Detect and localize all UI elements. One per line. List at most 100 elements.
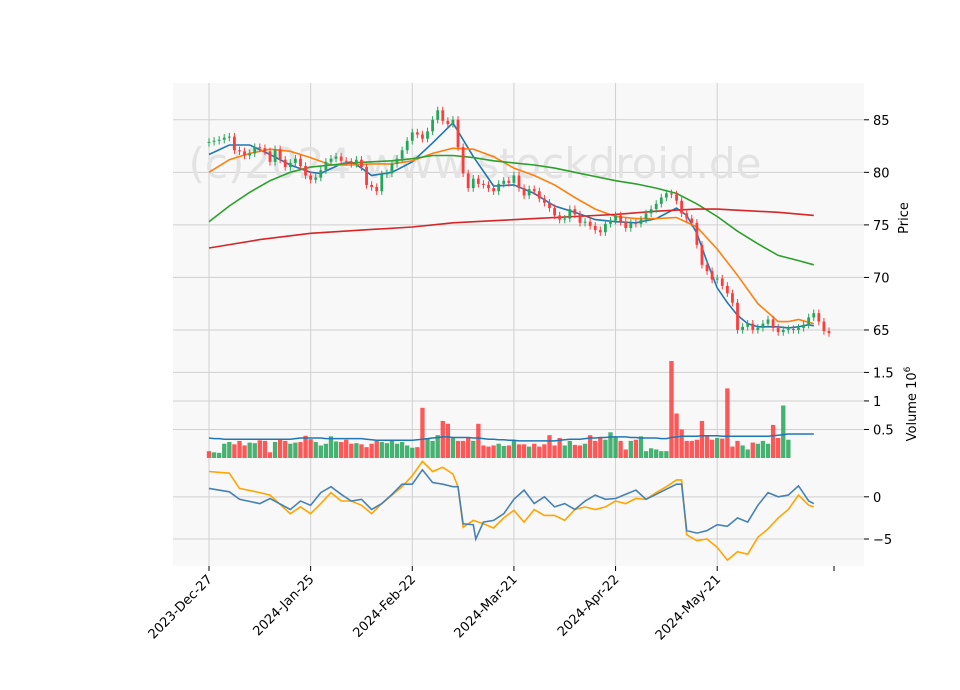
candle — [522, 184, 526, 200]
candle-body — [385, 173, 389, 175]
volume-bar — [405, 445, 410, 458]
signal-line — [208, 460, 815, 562]
price-axis-label: Price — [897, 202, 912, 234]
volume-bar — [704, 436, 710, 458]
candle-body — [761, 323, 765, 328]
volume-bar — [623, 449, 628, 458]
x-tick-label: 2024-Jan-25 — [250, 572, 317, 639]
candle-body — [258, 147, 262, 149]
candle-body — [324, 161, 328, 171]
candle-body — [532, 189, 536, 192]
volume-bar — [628, 440, 633, 458]
candle — [629, 219, 633, 232]
candle-body — [807, 317, 811, 325]
candle-body — [395, 158, 399, 164]
candle-body — [319, 170, 323, 178]
volume-bar — [328, 436, 334, 458]
volume-bar — [277, 439, 283, 458]
candle — [756, 324, 760, 334]
volume-bar — [257, 440, 262, 458]
candle-body — [680, 200, 684, 214]
candle — [482, 180, 485, 189]
candle — [512, 171, 516, 187]
candle-body — [705, 264, 709, 272]
candle-body — [497, 183, 501, 192]
candle — [421, 130, 424, 143]
volume-exponent-base: 10 — [905, 372, 920, 389]
candle-body — [471, 178, 475, 189]
y-tick-label: 70 — [873, 271, 890, 286]
moving-average-line — [208, 154, 815, 266]
candle-body — [695, 222, 699, 245]
candle-body — [405, 140, 409, 151]
volume-bar — [471, 440, 476, 458]
volume-bar — [460, 440, 466, 458]
candle-body — [243, 151, 246, 156]
candle — [700, 241, 704, 269]
candle — [822, 317, 826, 335]
candle-body — [441, 110, 445, 121]
candle — [324, 158, 328, 174]
volume-bar — [206, 451, 212, 458]
volume-bar — [338, 442, 344, 458]
candle — [360, 156, 363, 171]
volume-bar — [516, 444, 522, 458]
candle-body — [415, 132, 419, 135]
candle-body — [421, 134, 424, 139]
candle-body — [817, 313, 821, 322]
candle — [497, 180, 501, 195]
candle-body — [563, 218, 567, 220]
y-tick-label: 1 — [873, 395, 881, 410]
candle-body — [334, 156, 338, 159]
candle-body — [731, 293, 734, 303]
candle-body — [741, 326, 745, 330]
candle — [217, 136, 221, 145]
candle-body — [522, 188, 526, 196]
candle — [390, 160, 394, 178]
candle-body — [644, 213, 648, 220]
volume-bar — [776, 438, 781, 458]
moving-average-line — [208, 208, 814, 249]
candle-body — [380, 174, 384, 192]
candle — [268, 147, 272, 166]
candle — [258, 143, 262, 152]
volume-bar — [247, 442, 252, 458]
candle — [593, 222, 597, 234]
candle-body — [609, 220, 612, 224]
candle-body — [629, 222, 633, 229]
candle-body — [329, 158, 333, 162]
volume-bar — [730, 446, 735, 458]
candle — [812, 309, 816, 322]
candle-body — [598, 230, 602, 233]
candle — [415, 128, 419, 139]
candle — [461, 143, 465, 178]
candle-body — [812, 313, 816, 318]
candle-body — [253, 147, 257, 154]
candle-body — [568, 209, 572, 219]
candle — [583, 218, 587, 227]
candle — [334, 152, 338, 163]
candle — [212, 137, 216, 146]
candle-body — [299, 158, 302, 167]
volume-bar — [349, 443, 354, 458]
volume-bar — [567, 440, 572, 458]
candle — [309, 171, 313, 184]
volume-bar — [445, 423, 451, 458]
candle — [370, 181, 374, 191]
volume-bar — [593, 440, 598, 458]
volume-bar — [765, 443, 771, 458]
volume-panel: 0.5 1 1.5 Volume 106 — [173, 351, 920, 458]
candle — [761, 319, 765, 332]
candle — [573, 205, 577, 219]
candle-body — [410, 132, 414, 141]
volume-bar — [633, 439, 639, 458]
candle — [725, 282, 729, 297]
candle — [517, 171, 521, 192]
candle — [451, 116, 455, 128]
volume-bar — [308, 439, 313, 458]
candle-body — [466, 173, 470, 189]
candle — [705, 261, 709, 275]
candle — [797, 324, 800, 334]
price-y-ticks: 65 70 75 80 85 — [864, 114, 890, 339]
candle — [405, 137, 409, 154]
